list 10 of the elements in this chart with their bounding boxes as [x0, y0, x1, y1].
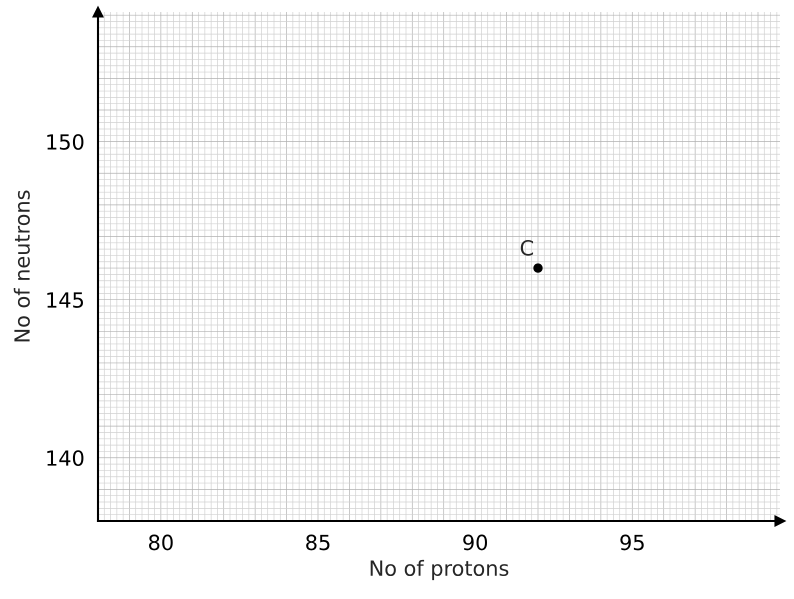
x-tick-label: 95 [620, 534, 644, 550]
x-tick-label: 85 [306, 534, 330, 550]
y-tick-label: 140 [47, 450, 84, 466]
x-axis-title: No of protons [370, 560, 508, 580]
y-axis-title: No of neutrons [14, 190, 30, 342]
x-tick-label: 80 [149, 534, 173, 550]
y-tick-label: 150 [47, 134, 84, 150]
y-tick-label: 145 [47, 292, 83, 308]
annotation: C [520, 240, 534, 256]
x-tick-label: 90 [463, 534, 488, 550]
